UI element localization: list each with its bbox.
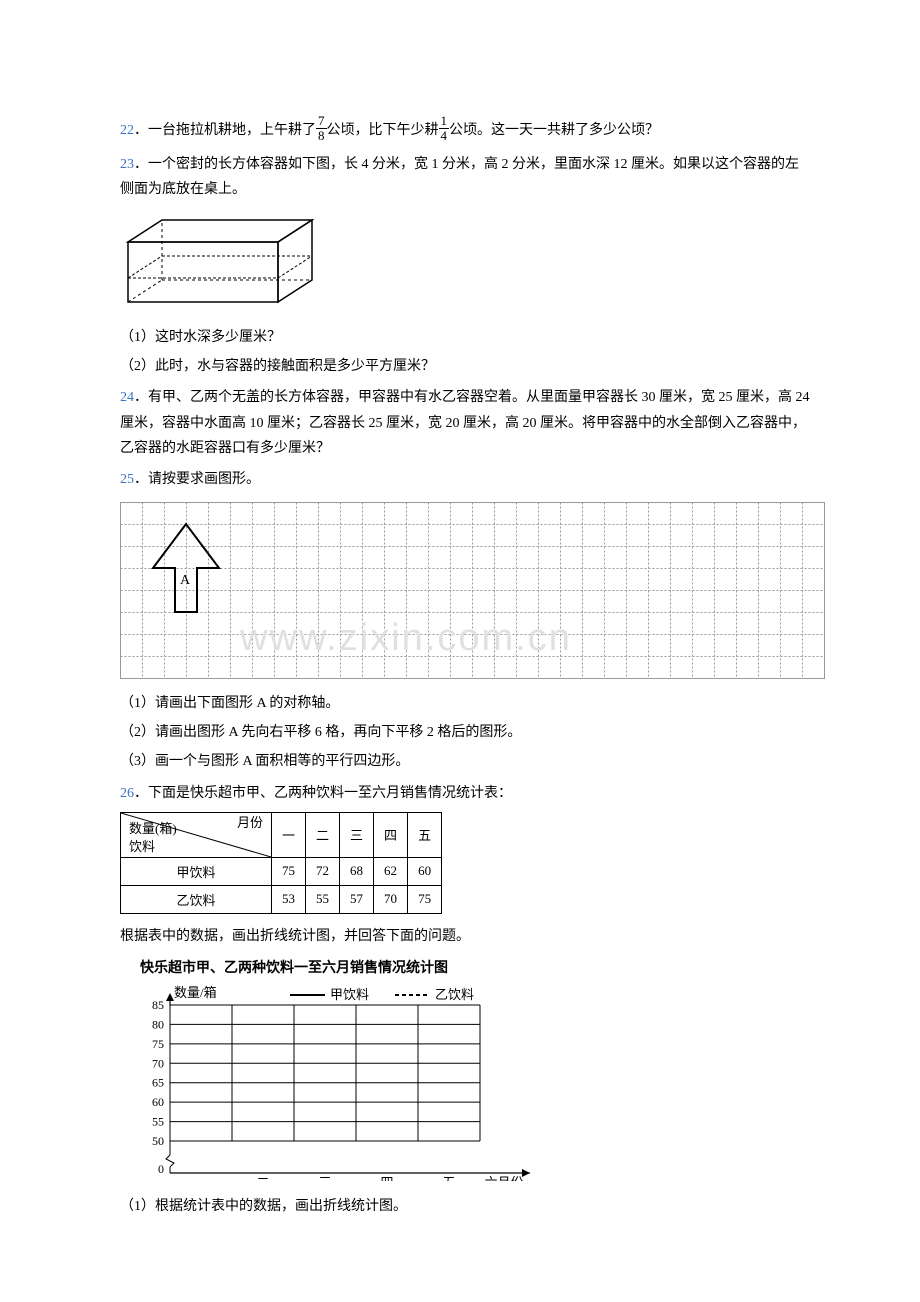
svg-text:数量/箱: 数量/箱 [174,985,217,1000]
svg-text:三: 三 [318,1175,331,1181]
q25-sub2: （2）请画出图形 A 先向右平移 6 格，再向下平移 2 格后的图形。 [120,720,810,745]
svg-text:55: 55 [152,1115,164,1129]
q24-number: 24 [120,390,134,405]
q22-frac2: 14 [439,114,450,144]
question-26: 26．下面是快乐超市甲、乙两种饮料一至六月销售情况统计表： [120,781,810,806]
q25-sub3: （3）画一个与图形 A 面积相等的平行四边形。 [120,749,810,774]
month-4: 四 [374,812,408,857]
q26-chart-title: 快乐超市甲、乙两种饮料一至六月销售情况统计图 [140,957,810,977]
svg-text:A: A [180,573,191,588]
svg-text:一: 一 [194,1175,207,1181]
month-5: 五 [408,812,442,857]
question-25: 25．请按要求画图形。 [120,467,810,492]
question-22: 22．一台拖拉机耕地，上午耕了78公顷，比下午少耕14公顷。这一天一共耕了多少公… [120,116,810,146]
q23-sub1: （1）这时水深多少厘米？ [120,325,810,350]
svg-text:75: 75 [152,1037,164,1051]
row-b-label: 乙饮料 [121,885,272,913]
q25-grid-figure: A www.zixin.com.cn [120,502,810,685]
q24-text: ．有甲、乙两个无盖的长方体容器，甲容器中有水乙容器空着。从里面量甲容器长 30 … [120,390,810,455]
svg-text:四: 四 [380,1175,393,1181]
q22-frac1: 78 [316,114,327,144]
q26-text: ．下面是快乐超市甲、乙两种饮料一至六月销售情况统计表： [134,786,512,801]
q25-text: ．请按要求画图形。 [134,472,260,487]
month-1: 一 [272,812,306,857]
q22-number: 22 [120,123,134,138]
table-header-slash: 月份 数量(箱) 饮料 [121,812,272,857]
svg-text:0: 0 [158,1162,164,1176]
svg-text:85: 85 [152,998,164,1012]
row-a: 甲饮料 75 72 68 62 60 [121,857,442,885]
q26-table: 月份 数量(箱) 饮料 一 二 三 四 五 甲饮料 75 72 68 62 60… [120,812,442,914]
svg-text:五: 五 [442,1175,455,1181]
q26-chart: 数量/箱 甲饮料 乙饮料 85 80 75 70 65 60 55 50 0 一 二 三 四 五 六月份 [120,981,810,1186]
q26-table-post: 根据表中的数据，画出折线统计图，并回答下面的问题。 [120,924,810,949]
svg-text:70: 70 [152,1056,164,1070]
svg-text:六月份: 六月份 [484,1175,523,1181]
q25-number: 25 [120,472,134,487]
row-a-label: 甲饮料 [121,857,272,885]
q23-number: 23 [120,157,134,172]
q26-sub1: （1）根据统计表中的数据，画出折线统计图。 [120,1194,810,1219]
svg-text:饮料: 饮料 [129,839,155,854]
svg-text:数量(箱): 数量(箱) [129,821,177,836]
svg-text:乙饮料: 乙饮料 [435,987,474,1002]
svg-text:二: 二 [256,1175,269,1181]
q23-sub2: （2）此时，水与容器的接触面积是多少平方厘米？ [120,354,810,379]
month-3: 三 [340,812,374,857]
question-23: 23．一个密封的长方体容器如下图，长 4 分米，宽 1 分米，高 2 分米，里面… [120,152,810,202]
svg-text:65: 65 [152,1076,164,1090]
q25-sub1: （1）请画出下面图形 A 的对称轴。 [120,691,810,716]
q23-figure [120,210,810,315]
question-24: 24．有甲、乙两个无盖的长方体容器，甲容器中有水乙容器空着。从里面量甲容器长 3… [120,385,810,461]
q26-number: 26 [120,786,134,801]
svg-text:80: 80 [152,1017,164,1031]
q23-text: ．一个密封的长方体容器如下图，长 4 分米，宽 1 分米，高 2 分米，里面水深… [120,157,799,197]
svg-text:月份: 月份 [237,815,263,830]
svg-text:甲饮料: 甲饮料 [330,987,369,1002]
svg-text:50: 50 [152,1134,164,1148]
month-2: 二 [306,812,340,857]
q22-t1: ．一台拖拉机耕地，上午耕了 [134,123,316,138]
q22-t2: 公顷，比下午少耕 [327,123,439,138]
q22-t3: 公顷。这一天一共耕了多少公顷？ [449,123,659,138]
svg-text:60: 60 [152,1095,164,1109]
row-b: 乙饮料 53 55 57 70 75 [121,885,442,913]
